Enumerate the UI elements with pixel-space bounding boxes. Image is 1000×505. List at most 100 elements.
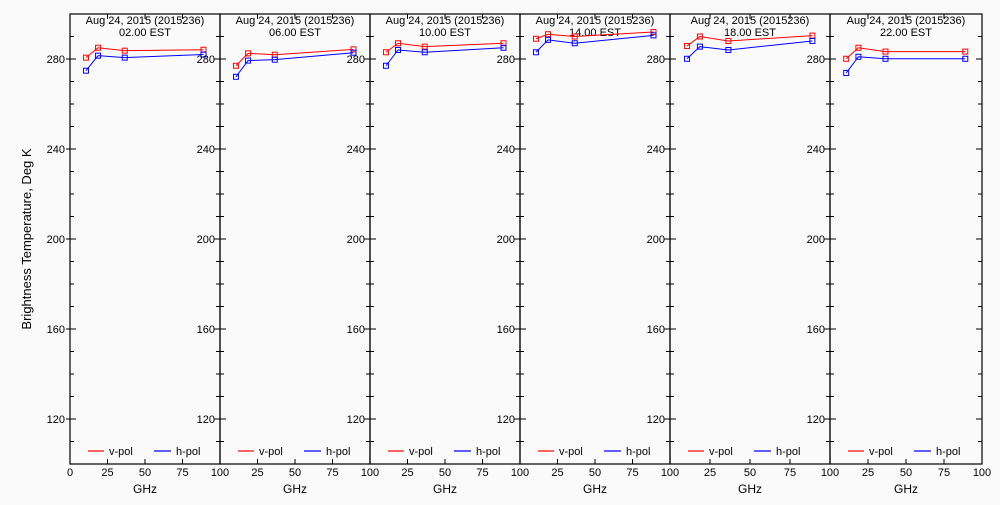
x-tick-label: 75 xyxy=(626,467,638,479)
x-tick-label: 25 xyxy=(251,467,263,479)
series-line-h-pol xyxy=(686,40,813,60)
panel-subtitle: 18.00 EST xyxy=(724,27,776,39)
series-line-v-pol xyxy=(845,47,966,60)
y-tick-label: 240 xyxy=(647,144,665,156)
x-tick-label: 0 xyxy=(67,467,73,479)
data-point-v-pol xyxy=(421,43,428,50)
x-tick-label: 50 xyxy=(439,467,451,479)
legend-label: v-pol xyxy=(869,446,893,458)
x-tick-label: 50 xyxy=(289,467,301,479)
panel-frame xyxy=(829,13,983,465)
panel-subtitle: 10.00 EST xyxy=(419,27,471,39)
data-point-v-pol xyxy=(121,47,128,54)
panel-title: Aug 24, 2015 (2015236) xyxy=(536,15,655,27)
x-axis-label: GHz xyxy=(894,482,918,496)
data-point-h-pol xyxy=(382,62,389,69)
y-tick-label: 280 xyxy=(807,54,825,66)
series-line-h-pol xyxy=(845,56,966,74)
y-tick-label: 240 xyxy=(807,144,825,156)
y-tick-label: 120 xyxy=(497,414,515,426)
y-tick-label: 200 xyxy=(347,234,365,246)
legend-label: v-pol xyxy=(109,446,133,458)
x-tick-label: 75 xyxy=(326,467,338,479)
data-point-v-pol xyxy=(571,33,578,40)
data-point-h-pol xyxy=(232,73,239,80)
legend-label: h-pol xyxy=(176,446,200,458)
x-tick-label: 75 xyxy=(476,467,488,479)
data-point-v-pol xyxy=(725,38,732,44)
data-point-h-pol xyxy=(545,36,552,43)
data-point-h-pol xyxy=(684,55,691,62)
panel-title: Aug 24, 2015 (2015236) xyxy=(386,15,505,27)
legend-label: v-pol xyxy=(409,446,433,458)
x-tick-label: 75 xyxy=(176,467,188,479)
x-axis-label: GHz xyxy=(738,482,762,496)
x-tick-label: 100 xyxy=(973,467,991,479)
data-point-h-pol xyxy=(650,32,657,39)
panel-subtitle: 02.00 EST xyxy=(119,27,171,39)
y-tick-label: 240 xyxy=(197,144,215,156)
data-point-v-pol xyxy=(882,48,889,55)
y-tick-label: 200 xyxy=(647,234,665,246)
y-tick-label: 160 xyxy=(647,324,665,336)
y-tick-label: 280 xyxy=(347,54,365,66)
y-tick-label: 240 xyxy=(47,144,65,156)
series-line-v-pol xyxy=(535,31,654,40)
data-point-h-pol xyxy=(532,49,539,56)
x-tick-label: 50 xyxy=(589,467,601,479)
data-point-v-pol xyxy=(232,62,239,69)
data-point-v-pol xyxy=(350,46,357,53)
x-tick-label: 100 xyxy=(511,467,529,479)
x-axis-label: GHz xyxy=(583,482,607,496)
legend-label: h-pol xyxy=(936,446,960,458)
x-tick-label: 100 xyxy=(821,467,839,479)
y-tick-label: 160 xyxy=(197,324,215,336)
data-point-v-pol xyxy=(855,44,862,51)
data-point-v-pol xyxy=(95,44,102,51)
y-tick-label: 240 xyxy=(497,144,515,156)
x-tick-label: 25 xyxy=(101,467,113,479)
data-point-v-pol xyxy=(684,42,691,49)
x-axis-label: GHz xyxy=(283,482,307,496)
data-point-v-pol xyxy=(962,48,969,55)
x-tick-label: 50 xyxy=(900,467,912,479)
data-point-h-pol xyxy=(696,43,703,50)
y-tick-label: 160 xyxy=(47,324,65,336)
data-point-h-pol xyxy=(843,69,850,76)
y-tick-label: 160 xyxy=(807,324,825,336)
data-point-h-pol xyxy=(350,49,357,56)
data-point-h-pol xyxy=(200,51,207,58)
data-point-h-pol xyxy=(725,47,732,53)
data-point-v-pol xyxy=(82,54,89,61)
y-tick-label: 200 xyxy=(497,234,515,246)
y-tick-label: 280 xyxy=(497,54,515,66)
series-line-h-pol xyxy=(535,34,654,53)
x-tick-label: 75 xyxy=(784,467,796,479)
data-point-v-pol xyxy=(545,31,552,38)
panel-subtitle: 22.00 EST xyxy=(880,27,932,39)
x-tick-label: 25 xyxy=(704,467,716,479)
y-tick-label: 240 xyxy=(347,144,365,156)
panel-title: Aug 24, 2015 (2015236) xyxy=(236,15,355,27)
y-tick-label: 120 xyxy=(47,414,65,426)
data-point-h-pol xyxy=(421,49,428,56)
x-axis-label: GHz xyxy=(433,482,457,496)
x-tick-label: 50 xyxy=(744,467,756,479)
x-tick-label: 75 xyxy=(938,467,950,479)
data-point-h-pol xyxy=(809,38,816,44)
x-tick-label: 100 xyxy=(211,467,229,479)
data-point-v-pol xyxy=(843,55,850,62)
x-tick-label: 25 xyxy=(401,467,413,479)
data-point-h-pol xyxy=(82,67,89,74)
legend-label: h-pol xyxy=(776,446,800,458)
y-tick-label: 280 xyxy=(197,54,215,66)
legend-label: v-pol xyxy=(259,446,283,458)
series-line-v-pol xyxy=(235,48,354,67)
y-tick-label: 120 xyxy=(647,414,665,426)
data-point-v-pol xyxy=(245,50,252,57)
x-tick-label: 25 xyxy=(551,467,563,479)
y-tick-label: 120 xyxy=(197,414,215,426)
y-tick-label: 280 xyxy=(47,54,65,66)
x-tick-label: 100 xyxy=(661,467,679,479)
